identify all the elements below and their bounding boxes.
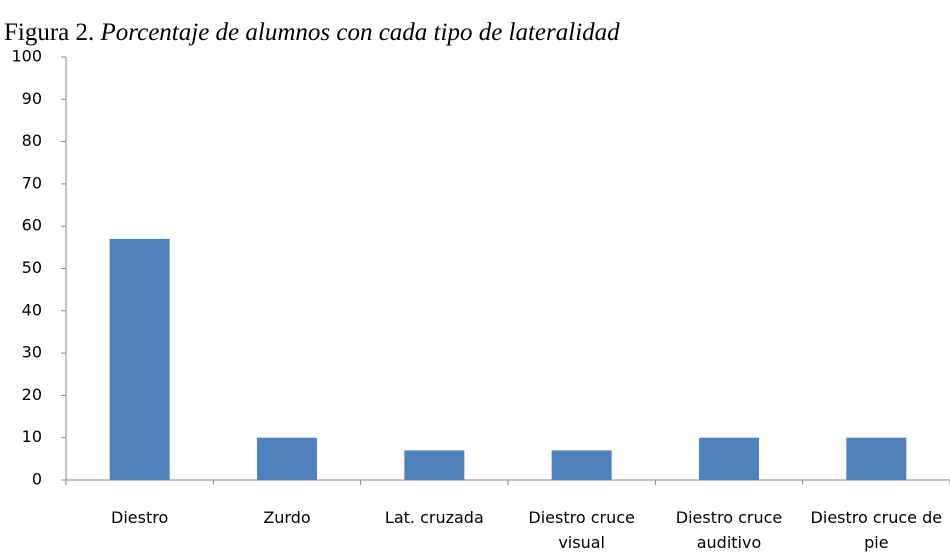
x-tick-label: Diestro cruce visual [528, 508, 635, 552]
y-tick-label: 60 [22, 216, 42, 235]
y-tick-label: 30 [22, 343, 42, 362]
x-tick-label: Diestro [111, 508, 169, 527]
x-tick-label: Diestro cruce de pie [810, 508, 943, 552]
y-tick-label: 100 [11, 47, 42, 66]
bar [551, 450, 612, 480]
y-tick-label: 90 [22, 89, 42, 108]
bar [699, 437, 759, 480]
y-tick-label: 20 [22, 385, 42, 404]
y-tick-label: 80 [22, 131, 42, 150]
x-tick-label: Diestro cruce auditivo [675, 508, 783, 552]
y-tick-label: 50 [22, 258, 42, 277]
chart-title: Figura 2. Porcentaje de alumnos con cada… [4, 19, 620, 46]
bar [257, 437, 317, 480]
title-text: Porcentaje de alumnos con cada tipo de l… [100, 19, 621, 46]
y-tick-label: 10 [22, 427, 42, 446]
bar [846, 437, 907, 480]
bar [109, 238, 170, 480]
figure-label: Figura 2. [4, 19, 94, 46]
x-tick-label: Lat. cruzada [384, 508, 484, 527]
bar [404, 450, 465, 480]
y-tick-label: 70 [22, 173, 42, 192]
y-tick-label: 40 [22, 300, 42, 319]
y-tick-label: 0 [32, 470, 42, 489]
x-tick-label: Zurdo [263, 508, 311, 527]
